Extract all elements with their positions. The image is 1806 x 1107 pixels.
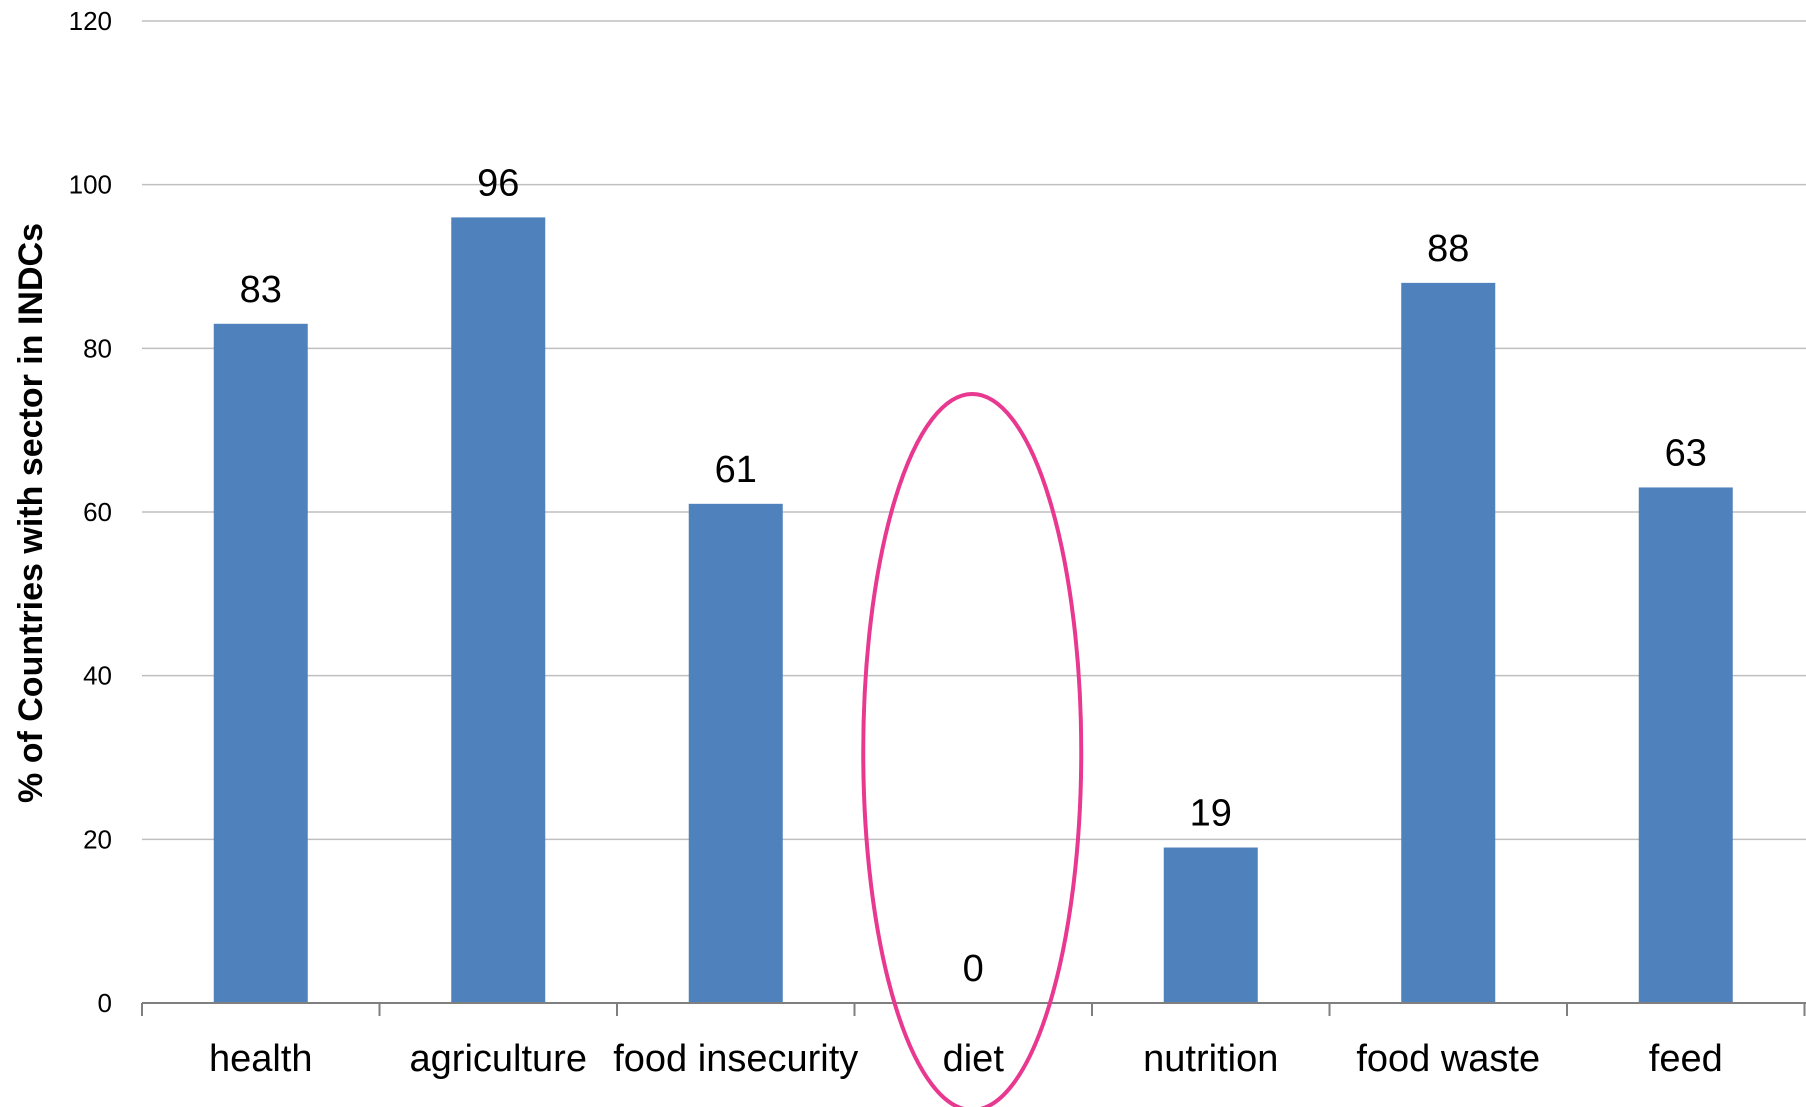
- bars: [213, 217, 1733, 1003]
- y-tick-label: 100: [69, 170, 112, 200]
- bar-agriculture: [451, 217, 546, 1003]
- y-tick-label: 60: [83, 497, 112, 527]
- data-label: 0: [963, 948, 984, 990]
- y-tick-label: 20: [83, 824, 112, 854]
- y-tick-label: 120: [69, 6, 112, 36]
- data-label: 61: [715, 449, 757, 491]
- category-label: food insecurity: [613, 1038, 858, 1080]
- data-labels: 83 96 61 0 19 88 63: [240, 162, 1707, 990]
- gridlines: [142, 20, 1806, 841]
- category-label: agriculture: [410, 1038, 587, 1080]
- bar-feed: [1638, 487, 1733, 1003]
- bar-nutrition: [1163, 847, 1258, 1003]
- category-label: feed: [1649, 1038, 1723, 1080]
- data-label: 19: [1190, 793, 1232, 835]
- category-label: nutrition: [1143, 1038, 1278, 1080]
- data-label: 83: [240, 269, 282, 311]
- category-label: food waste: [1356, 1038, 1540, 1080]
- y-axis-title: % of Countries with sector in INDCs: [12, 223, 50, 803]
- bar-food-waste: [1401, 282, 1496, 1003]
- y-axis-tick-labels: 0 20 40 60 80 100 120: [69, 6, 112, 1018]
- category-label: diet: [943, 1038, 1005, 1080]
- y-tick-label: 0: [98, 988, 112, 1018]
- data-label: 88: [1427, 228, 1469, 270]
- highlight-annotation: [861, 392, 1084, 1107]
- y-tick-label: 40: [83, 661, 112, 691]
- highlight-ellipse: [861, 392, 1084, 1107]
- y-tick-label: 80: [83, 333, 112, 363]
- category-label: health: [209, 1038, 313, 1080]
- data-label: 96: [477, 162, 519, 204]
- bar-food-insecurity: [688, 503, 783, 1003]
- bar-health: [213, 323, 308, 1003]
- x-axis-category-labels: health agriculture food insecurity diet nutr…: [209, 1038, 1723, 1080]
- data-label: 63: [1665, 432, 1707, 474]
- x-axis: [141, 1002, 1806, 1016]
